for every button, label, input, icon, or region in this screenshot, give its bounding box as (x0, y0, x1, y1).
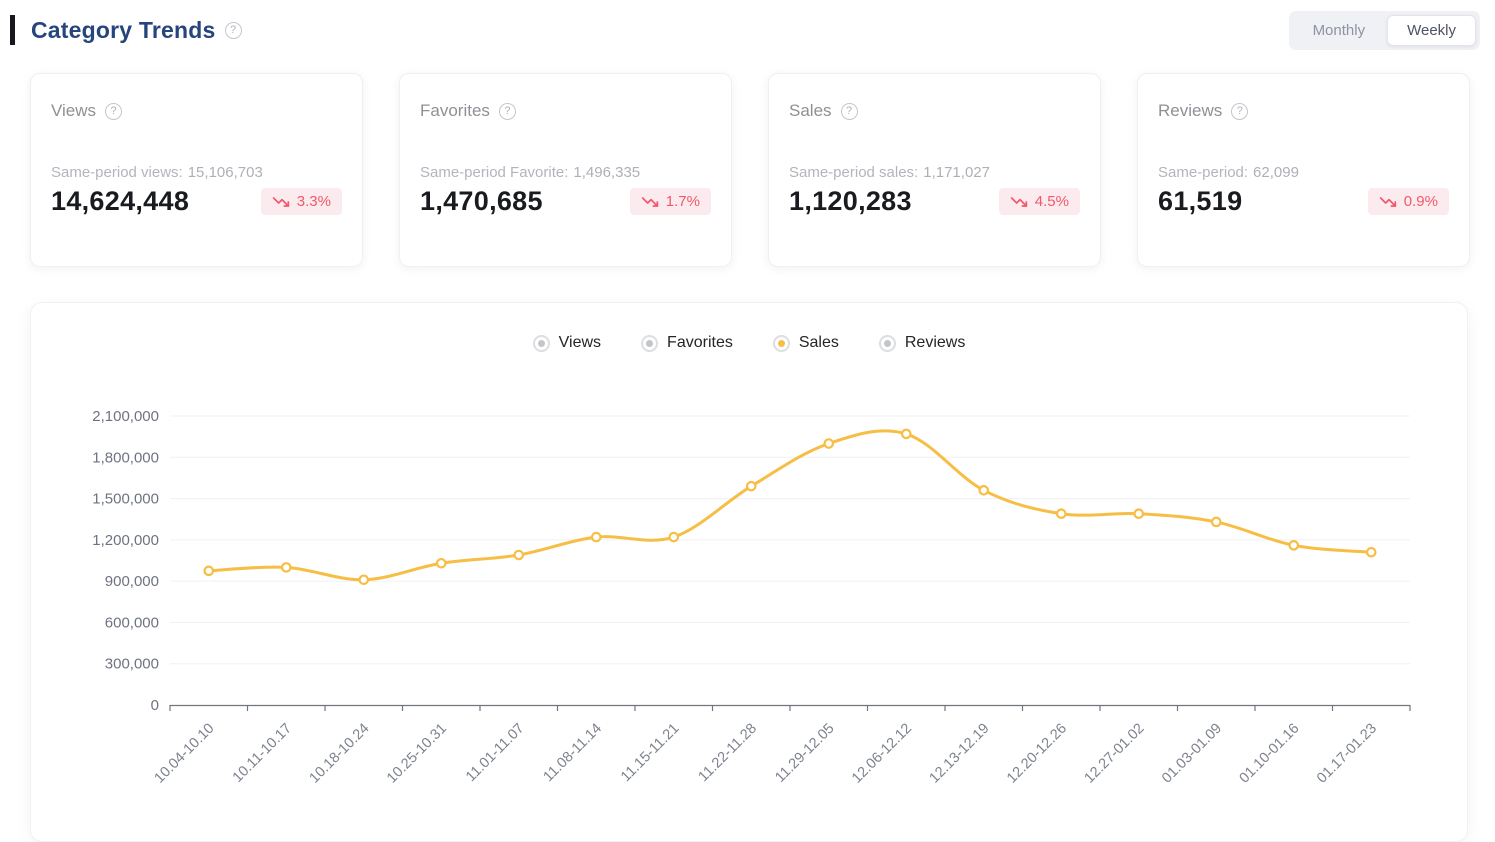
metric-value: 14,624,448 (51, 186, 190, 216)
radio-icon (878, 334, 896, 352)
page-header: Category Trends ? Monthly Weekly (0, 0, 1495, 62)
help-icon[interactable]: ? (498, 102, 516, 120)
svg-text:11.22-11.28: 11.22-11.28 (696, 721, 761, 786)
svg-text:900,000: 900,000 (105, 573, 159, 590)
svg-text:11.01-11.07: 11.01-11.07 (463, 721, 528, 786)
change-badge: 4.5% (998, 188, 1080, 215)
card-title: Sales (789, 101, 832, 120)
trending-down-icon (1379, 196, 1396, 207)
svg-text:300,000: 300,000 (105, 656, 159, 673)
change-percent: 1.7% (665, 193, 700, 210)
weekly-button[interactable]: Weekly (1387, 15, 1476, 46)
legend-item-favorites[interactable]: Favorites (641, 334, 733, 352)
svg-text:11.15-11.21: 11.15-11.21 (618, 721, 683, 786)
change-badge: 0.9% (1367, 188, 1449, 215)
metric-value: 1,120,283 (789, 186, 912, 216)
svg-text:10.18-10.24: 10.18-10.24 (307, 721, 373, 787)
svg-text:10.04-10.10: 10.04-10.10 (152, 721, 218, 787)
svg-text:10.25-10.31: 10.25-10.31 (384, 721, 450, 787)
svg-text:2,100,000: 2,100,000 (92, 408, 159, 425)
card-title: Views (51, 101, 97, 120)
trending-down-icon (1010, 196, 1027, 207)
svg-text:1,200,000: 1,200,000 (92, 532, 159, 549)
metric-value: 61,519 (1158, 186, 1243, 216)
card-title: Reviews (1158, 101, 1223, 120)
change-percent: 3.3% (296, 193, 331, 210)
trending-down-icon (272, 196, 289, 207)
stat-card-favorites: Favorites ? Same-period Favorite: 1,496,3… (399, 73, 732, 267)
legend-item-views[interactable]: Views (532, 334, 602, 352)
page-title: Category Trends (31, 16, 216, 43)
svg-text:12.27-01.02: 12.27-01.02 (1082, 721, 1148, 787)
sales-trend-chart[interactable]: 0 300,000 600,000 900,000 1,200,000 1,500,000… (31, 303, 1467, 841)
legend-label: Reviews (904, 334, 966, 351)
legend-item-sales[interactable]: Sales (772, 334, 839, 352)
svg-text:01.03-01.09: 01.03-01.09 (1159, 721, 1225, 787)
same-period-text: Same-period: 62,099 (1158, 164, 1299, 181)
card-title: Favorites (420, 101, 490, 120)
stat-card-views: Views ? Same-period views: 15,106,703 14,… (30, 73, 363, 267)
monthly-button[interactable]: Monthly (1293, 15, 1386, 46)
help-icon[interactable]: ? (1231, 102, 1249, 120)
svg-text:11.08-11.14: 11.08-11.14 (541, 721, 606, 786)
same-period-text: Same-period views: 15,106,703 (51, 164, 263, 181)
svg-text:10.11-10.17: 10.11-10.17 (230, 721, 295, 786)
change-percent: 4.5% (1034, 193, 1069, 210)
svg-text:11.29-12.05: 11.29-12.05 (772, 721, 837, 786)
help-icon[interactable]: ? (105, 102, 123, 120)
legend-label: Views (558, 334, 602, 351)
legend-label: Sales (798, 334, 839, 351)
svg-text:01.10-01.16: 01.10-01.16 (1237, 721, 1303, 787)
change-badge: 3.3% (260, 188, 342, 215)
radio-icon (532, 334, 550, 352)
period-toggle: Monthly Weekly (1288, 11, 1480, 50)
same-period-text: Same-period sales: 1,171,027 (789, 164, 990, 181)
svg-text:12.13-12.19: 12.13-12.19 (927, 721, 993, 787)
svg-text:600,000: 600,000 (105, 614, 159, 631)
stat-card-sales: Sales ? Same-period sales: 1,171,027 1,12… (768, 73, 1101, 267)
radio-icon (772, 334, 790, 352)
svg-text:1,800,000: 1,800,000 (92, 449, 159, 466)
help-icon[interactable]: ? (224, 21, 242, 39)
stat-card-reviews: Reviews ? Same-period: 62,099 61,519 0.9% (1137, 73, 1470, 267)
same-period-text: Same-period Favorite: 1,496,335 (420, 164, 641, 181)
svg-text:1,500,000: 1,500,000 (92, 491, 159, 508)
radio-icon (641, 334, 659, 352)
svg-text:12.06-12.12: 12.06-12.12 (849, 721, 915, 787)
stat-cards-row: Views ? Same-period views: 15,106,703 14,… (30, 73, 1470, 267)
svg-text:12.20-12.26: 12.20-12.26 (1004, 721, 1070, 787)
legend-item-reviews[interactable]: Reviews (878, 334, 966, 352)
metric-value: 1,470,685 (420, 186, 543, 216)
svg-text:01.17-01.23: 01.17-01.23 (1314, 721, 1380, 787)
trending-down-icon (641, 196, 658, 207)
legend-label: Favorites (667, 334, 733, 351)
trend-chart-card: Views Favorites Sales Reviews 0 300,000 60… (30, 302, 1468, 842)
title-accent-bar (10, 15, 15, 45)
chart-legend: Views Favorites Sales Reviews (31, 334, 1467, 352)
change-badge: 1.7% (629, 188, 711, 215)
help-icon[interactable]: ? (840, 102, 858, 120)
svg-text:0: 0 (151, 697, 159, 714)
change-percent: 0.9% (1403, 193, 1438, 210)
